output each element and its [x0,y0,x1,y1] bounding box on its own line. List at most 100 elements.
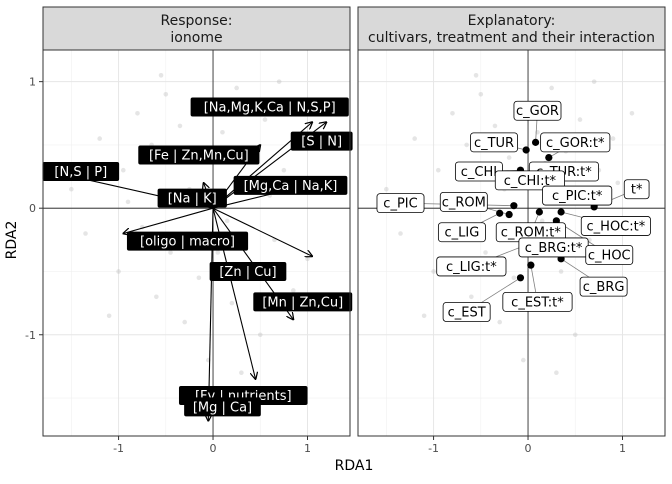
point-label: c_LIG:t* [446,260,497,275]
sample-point [591,79,597,84]
x-tick-label: 0 [210,442,217,455]
sample-point [506,155,512,160]
point-label: c_PIC:t* [552,189,603,204]
arrow-label-box [209,261,287,281]
point-label-box [579,276,628,297]
sample-point [305,256,310,262]
explanatory-point [496,209,504,217]
y-tick-label: 0 [29,202,36,215]
explanatory-point [516,274,525,282]
point-label: c_BRG:t* [525,241,583,256]
arrow-label: [Na,Mg,K,Ca | N,S,P] [204,100,336,115]
sample-point [239,370,244,376]
panel-border [357,49,666,437]
sample-point [450,110,455,116]
explanatory-point [557,208,565,216]
sample-point [106,313,112,319]
arrow-label: [S | N] [301,135,342,150]
explanatory-point [545,153,553,162]
sample-point [464,142,469,148]
y-tick-label: -1 [25,329,36,342]
facet-strip-title: cultivars, treatment and their interacti… [368,30,655,46]
sample-point [220,129,225,135]
sample-point [234,85,239,91]
point-label-box [437,222,486,243]
explanatory-point [505,210,513,219]
facet-strip [357,6,666,51]
sample-point [163,91,169,97]
sample-point [281,167,287,173]
arrow-label: [Fe | Zn,Mn,Cu] [149,149,249,164]
sample-point [276,79,282,84]
x-tick-label: 0 [525,442,532,455]
loading-arrow [212,207,312,256]
explanatory-point [522,146,530,154]
point-label-box [439,191,488,212]
sample-point [262,117,268,122]
arrow-label: [N,S | P] [54,165,107,180]
point-label: c_GOR:t* [546,136,605,151]
sample-point [69,186,74,192]
arrow-label-box [290,131,353,151]
point-label: t* [631,183,643,198]
sample-point [125,199,131,205]
sample-point [558,269,564,274]
sample-point [116,269,121,274]
sample-point [229,300,235,306]
point-label-box [376,193,425,214]
sample-point [577,117,583,122]
arrow-label-box [126,231,249,251]
sample-point [478,91,484,97]
sample-point [384,186,389,192]
x-tick-label: -1 [428,442,439,455]
sample-point [421,313,427,319]
sample-point [629,110,635,116]
sample-point [435,167,441,173]
sample-point [492,123,498,129]
sample-point [610,136,616,141]
sample-point [511,275,517,281]
point-label: c_HOC:t* [587,219,646,234]
arrow-label-box [184,397,261,417]
point-label-box [540,132,611,153]
point-label-box [513,100,562,121]
x-tick-label: 1 [619,442,626,455]
arrow-label: [oligo | macro] [140,235,235,250]
loading-arrows: [Na,Mg,K,Ca | N,S,P] [S | N] [Fe | Zn,Mn,C… [42,97,353,420]
panel-2: Explanatory:cultivars, treatment and the… [357,6,666,455]
point-label-box [494,170,565,191]
facet-strip-title: Explanatory: [468,13,556,29]
x-axis-title: RDA1 [335,458,374,474]
sample-point [615,180,621,186]
arrow-label-box [233,175,348,195]
point-label-box [542,185,613,206]
point-label: c_ROM [442,195,486,210]
sample-point [158,73,164,78]
sample-point [473,73,479,78]
sample-point [257,332,263,338]
sample-point [168,250,173,255]
sample-point [469,294,474,300]
loading-arrow [123,207,214,233]
panel-border [42,49,351,437]
sample-point [224,218,230,224]
point-label-box [436,256,507,277]
sample-point [135,110,140,116]
explanatory-point [510,202,518,210]
point-label: c_BRG [583,280,625,295]
arrow-label-box [157,188,227,208]
sample-point [431,269,436,274]
sample-point [572,332,578,338]
sample-point [83,231,88,236]
point-label: c_CHI [461,165,497,180]
point-label: c_EST [448,305,486,320]
facet-strip-title: ionome [170,30,222,46]
sample-point [483,250,488,255]
arrow-label: [Na | K] [168,192,217,207]
panel-1: Response:ionome [Na,Mg,K,Ca | N,S,P] [S | … [25,6,353,455]
sample-point [521,357,526,363]
sample-point [398,231,403,236]
sample-point [412,136,417,141]
explanatory-point [527,261,535,269]
